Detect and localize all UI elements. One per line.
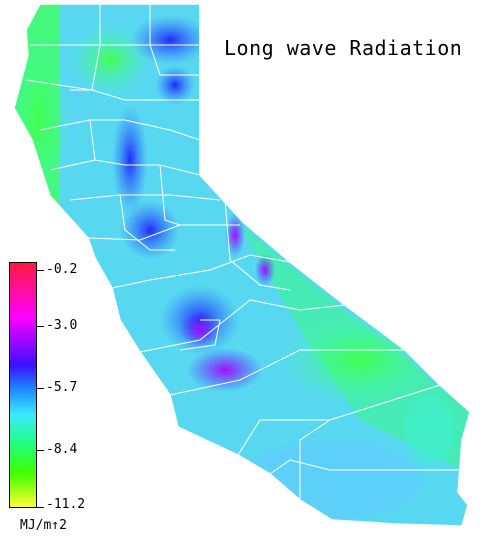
colorbar-label-2: -3.0 [46, 318, 78, 333]
colorbar-units: MJ/m↑2 [20, 518, 67, 533]
colorbar-tick [36, 326, 44, 327]
colorbar-label-top: -0.2 [46, 262, 78, 277]
colorbar-tick [36, 270, 44, 271]
colorbar [9, 262, 37, 508]
county-boundaries [25, 4, 462, 500]
colorbar-tick [36, 388, 44, 389]
colorbar-label-bottom: -11.2 [46, 497, 86, 512]
map-title: Long wave Radiation [224, 36, 463, 60]
colorbar-tick [36, 507, 44, 508]
colorbar-label-4: -8.4 [46, 442, 78, 457]
colorbar-label-3: -5.7 [46, 380, 78, 395]
colorbar-tick [36, 450, 44, 451]
